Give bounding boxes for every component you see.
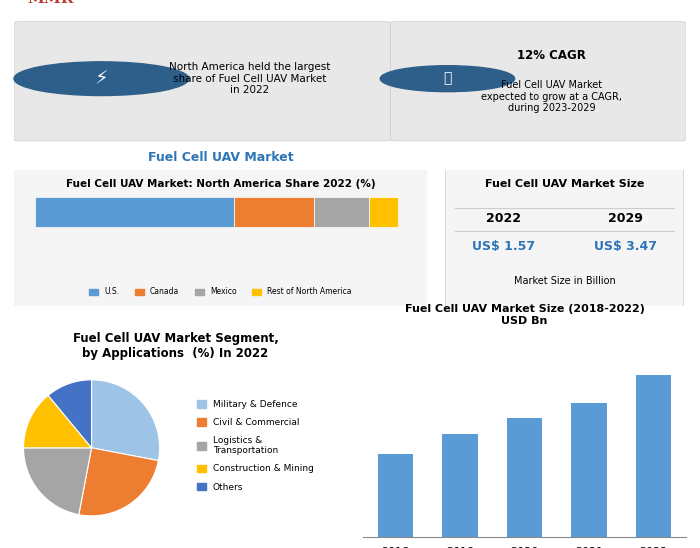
FancyBboxPatch shape — [14, 21, 391, 141]
FancyBboxPatch shape — [10, 168, 431, 307]
Text: Fuel Cell UAV Market Size: Fuel Cell UAV Market Size — [485, 179, 644, 189]
Circle shape — [14, 62, 189, 95]
Bar — [442, 434, 477, 537]
Text: North America held the largest
share of Fuel Cell UAV Market
in 2022: North America held the largest share of … — [169, 62, 330, 95]
Bar — [636, 375, 671, 537]
Bar — [507, 418, 542, 537]
Text: Fuel Cell UAV Market Segment,
by Applications  (%) In 2022: Fuel Cell UAV Market Segment, by Applica… — [73, 332, 279, 359]
Text: ⚡: ⚡ — [94, 69, 108, 88]
Text: 2029: 2029 — [608, 212, 643, 225]
Text: Fuel Cell UAV Market: Fuel Cell UAV Market — [148, 151, 293, 164]
Text: MMR: MMR — [27, 0, 74, 6]
Circle shape — [380, 66, 514, 92]
Text: Market Size in Billion: Market Size in Billion — [514, 276, 615, 287]
Text: 🔥: 🔥 — [443, 72, 452, 85]
FancyBboxPatch shape — [391, 21, 686, 141]
Text: 2022: 2022 — [486, 212, 522, 225]
FancyBboxPatch shape — [34, 197, 235, 227]
Text: Fuel Cell UAV Market
expected to grow at a CAGR,
during 2023-2029: Fuel Cell UAV Market expected to grow at… — [481, 80, 622, 113]
Title: Fuel Cell UAV Market Size (2018-2022)
USD Bn: Fuel Cell UAV Market Size (2018-2022) US… — [405, 305, 645, 326]
Text: US$ 1.57: US$ 1.57 — [473, 239, 536, 253]
Text: US$ 3.47: US$ 3.47 — [594, 239, 657, 253]
Text: 12% CAGR: 12% CAGR — [517, 49, 586, 62]
Text: Fuel Cell UAV Market: North America Share 2022 (%): Fuel Cell UAV Market: North America Shar… — [66, 179, 375, 189]
Legend: Military & Defence, Civil & Commercial, Logistics &
Transportation, Construction: Military & Defence, Civil & Commercial, … — [193, 396, 317, 495]
FancyBboxPatch shape — [234, 197, 314, 227]
Bar — [377, 454, 413, 537]
FancyBboxPatch shape — [369, 197, 398, 227]
Bar — [571, 403, 607, 537]
FancyBboxPatch shape — [314, 197, 369, 227]
FancyBboxPatch shape — [446, 168, 684, 307]
Legend: U.S., Canada, Mexico, Rest of North America: U.S., Canada, Mexico, Rest of North Amer… — [86, 284, 355, 299]
